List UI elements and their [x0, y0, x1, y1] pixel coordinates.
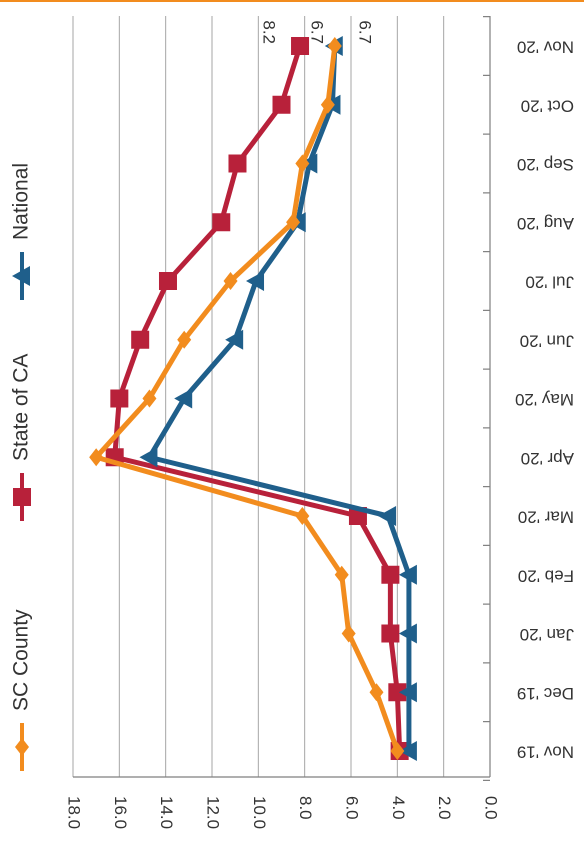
y-tick-label-18-0: 18.0 [65, 796, 84, 829]
series-sc-county [89, 37, 405, 760]
y-tick-labels: 0.0 2.0 4.0 6.0 8.0 10.0 12.0 14.0 16.0 18.0 [65, 796, 501, 829]
x-tick-label-aug-20: Aug '20 [517, 214, 574, 233]
data-point-state-of-ca-jun-20 [131, 330, 150, 349]
top-accent-rule [0, 0, 584, 2]
axes [73, 16, 491, 781]
gridlines [72, 16, 445, 777]
x-tick-label-oct-20: Oct '20 [521, 96, 574, 115]
x-tick-label-jul-20: Jul '20 [525, 273, 574, 292]
data-point-sc-county-mar-20 [295, 507, 310, 525]
series-state-of-ca [105, 37, 409, 760]
data-point-state-of-ca-sep-20 [228, 154, 247, 173]
legend-label-sc-county: SC County [10, 609, 33, 711]
data-point-sc-county-nov-20 [327, 37, 342, 55]
x-tick-label-may-20: May '20 [515, 390, 574, 409]
y-tick-label-12-0: 12.0 [204, 796, 223, 829]
x-tick-label-jun-20: Jun '20 [520, 331, 574, 350]
data-point-sc-county-sep-20 [295, 154, 310, 173]
series-lines [89, 36, 417, 761]
legend-label-national: National [10, 163, 33, 240]
y-tick-label-10-0: 10.0 [250, 796, 269, 829]
y-tick-label-4-0: 4.0 [389, 796, 408, 820]
data-point-state-of-ca-may-20 [110, 389, 129, 408]
data-point-sc-county-dec-19 [369, 683, 384, 702]
data-point-sc-county-feb-20 [334, 565, 349, 584]
data-point-national-feb-20 [398, 564, 417, 585]
data-point-national-jun-20 [225, 329, 244, 350]
y-tick-label-8-0: 8.0 [296, 796, 315, 820]
data-point-sc-county-jan-20 [341, 624, 356, 643]
data-point-national-nov-19 [398, 741, 417, 761]
data-point-state-of-ca-feb-20 [381, 565, 400, 584]
legend-entry-sc-county: SC County [10, 609, 33, 771]
x-tick-label-jan-20: Jan '20 [520, 625, 574, 644]
data-point-national-jan-20 [398, 623, 417, 644]
y-tick-label-16-0: 16.0 [111, 796, 130, 829]
legend-entry-national: National [10, 163, 33, 300]
data-labels: 8.2 6.7 6.7 [260, 20, 375, 44]
data-point-state-of-ca-dec-19 [388, 683, 407, 702]
data-point-sc-county-aug-20 [286, 213, 301, 232]
x-tick-label-mar-20: Mar '20 [518, 508, 574, 527]
data-point-national-mar-20 [378, 506, 397, 526]
data-point-national-jul-20 [246, 271, 265, 291]
data-point-sc-county-apr-20 [89, 448, 104, 467]
data-label-sc-county: 6.7 [308, 20, 327, 44]
data-point-sc-county-jul-20 [223, 272, 238, 290]
y-tick-label-14-0: 14.0 [157, 796, 176, 829]
data-point-sc-county-nov-19 [390, 742, 405, 760]
data-point-national-may-20 [174, 388, 193, 409]
data-point-sc-county-jun-20 [177, 330, 192, 349]
legend: SC County State of CA National [10, 163, 33, 771]
x-tick-label-feb-20: Feb '20 [518, 566, 574, 585]
data-label-state-of-ca: 8.2 [260, 20, 279, 44]
data-point-state-of-ca-jan-20 [381, 624, 400, 643]
x-tick-labels: Nov '19 Dec '19 Jan '20 Feb '20 Mar '20 Apr '… [515, 38, 574, 762]
data-point-sc-county-may-20 [142, 389, 157, 408]
legend-swatch-marker [15, 738, 29, 756]
legend-label-state-of-ca: State of CA [10, 354, 33, 461]
y-tick-label-2-0: 2.0 [435, 796, 454, 820]
x-tick-label-nov-19: Nov '19 [517, 743, 574, 762]
y-tick-label-0-0: 0.0 [482, 796, 501, 820]
data-point-sc-county-oct-20 [320, 95, 335, 114]
x-tick-label-nov-20: Nov '20 [517, 38, 574, 57]
legend-swatch-marker [13, 488, 31, 506]
data-point-national-dec-19 [398, 682, 417, 703]
x-tick-label-sep-20: Sep '20 [517, 155, 574, 174]
data-point-state-of-ca-nov-20 [291, 37, 310, 55]
data-point-state-of-ca-aug-20 [212, 213, 231, 232]
data-point-state-of-ca-jul-20 [158, 272, 177, 290]
x-tick-label-apr-20: Apr '20 [521, 449, 574, 468]
legend-swatch-marker [12, 266, 30, 286]
series-national [139, 36, 417, 761]
legend-entry-state-of-ca: State of CA [10, 354, 33, 521]
y-tick-label-6-0: 6.0 [343, 796, 362, 820]
x-tick-label-dec-19: Dec '19 [517, 684, 574, 703]
data-label-national: 6.7 [356, 20, 375, 44]
data-point-national-apr-20 [139, 447, 158, 468]
data-point-state-of-ca-oct-20 [272, 95, 291, 114]
